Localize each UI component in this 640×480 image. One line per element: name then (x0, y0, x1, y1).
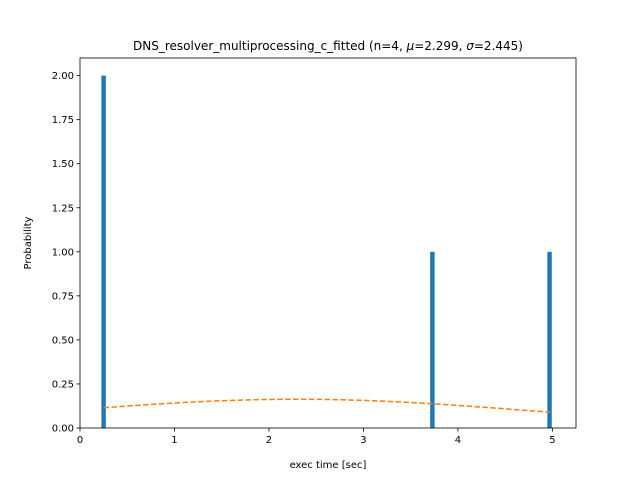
y-tick-label: 1.50 (52, 159, 74, 170)
x-tick-label: 3 (360, 435, 366, 446)
x-axis-ticks: 0 1 2 3 4 5 (77, 428, 556, 446)
fit-curve (103, 398, 550, 413)
y-tick-label: 1.75 (52, 115, 74, 126)
x-tick-label: 2 (266, 435, 272, 446)
plot-area (80, 58, 576, 428)
y-tick-label: 2.00 (52, 71, 74, 82)
x-tick-label: 4 (455, 435, 461, 446)
y-tick-label: 0.00 (52, 424, 74, 435)
y-axis-label: Probability (23, 216, 34, 269)
y-tick-label: 1.25 (52, 203, 74, 214)
y-tick-label: 0.50 (52, 335, 74, 346)
x-tick-label: 1 (171, 435, 177, 446)
x-tick-label: 5 (549, 435, 555, 446)
y-axis-ticks: 0.00 0.25 0.50 0.75 1.00 1.25 1.50 1.75 2.00 (52, 71, 80, 435)
bar-2 (430, 251, 435, 428)
x-tick-label: 0 (77, 435, 83, 446)
y-tick-label: 0.75 (52, 291, 74, 302)
y-tick-label: 0.25 (52, 379, 74, 390)
x-axis-label: exec time [sec] (290, 460, 367, 471)
axes-frame (79, 57, 577, 429)
bar-1 (101, 75, 106, 428)
y-tick-label: 1.00 (52, 247, 74, 258)
bar-3 (547, 251, 552, 428)
chart-title: DNS_resolver_multiprocessing_c_fitted (n… (133, 39, 523, 53)
bars-group (101, 75, 552, 428)
